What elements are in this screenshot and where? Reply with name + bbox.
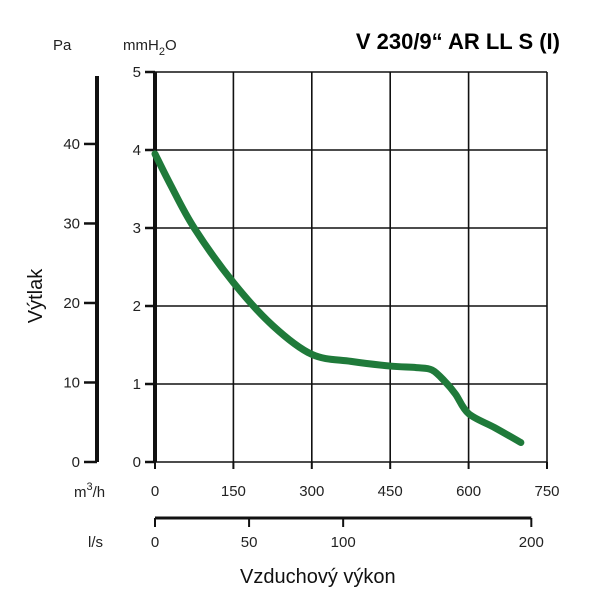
mmh2o-unit-label: mmH2O xyxy=(123,37,177,58)
mmh2o-tick-label: 4 xyxy=(133,142,141,159)
m3h-tick-label: 750 xyxy=(534,483,559,500)
y-axis-title: Výtlak xyxy=(25,268,47,323)
m3h-tick-label: 450 xyxy=(378,483,403,500)
m3h-tick-label: 600 xyxy=(456,483,481,500)
pa-tick-label: 20 xyxy=(63,295,80,312)
m3h-tick-label: 300 xyxy=(299,483,324,500)
x-axis-title: Vzduchový výkon xyxy=(240,566,396,588)
mmh2o-tick-label: 3 xyxy=(133,220,141,237)
chart-axes xyxy=(84,70,548,527)
m3h-tick-label: 150 xyxy=(221,483,246,500)
mmh2o-tick-label: 5 xyxy=(133,64,141,81)
chart-title: V 230/9“ AR LL S (I) xyxy=(356,29,560,54)
mmh2o-tick-label: 1 xyxy=(133,376,141,393)
ls-tick-label: 100 xyxy=(331,534,356,551)
pa-tick-label: 0 xyxy=(72,454,80,471)
ls-tick-label: 200 xyxy=(519,534,544,551)
ls-tick-label: 50 xyxy=(241,534,258,551)
pa-unit-label: Pa xyxy=(53,37,72,54)
performance-curve xyxy=(151,150,525,446)
plot-grid xyxy=(155,71,548,462)
pa-tick-label: 40 xyxy=(63,136,80,153)
m3h-unit-label: m3/h xyxy=(74,481,105,501)
ls-tick-label: 0 xyxy=(151,534,159,551)
mmh2o-tick-label: 2 xyxy=(133,298,141,315)
mmh2o-tick-label: 0 xyxy=(133,454,141,471)
pa-tick-label: 30 xyxy=(63,215,80,232)
ls-unit-label: l/s xyxy=(88,534,103,551)
m3h-tick-label: 0 xyxy=(151,483,159,500)
pa-tick-label: 10 xyxy=(63,374,80,391)
